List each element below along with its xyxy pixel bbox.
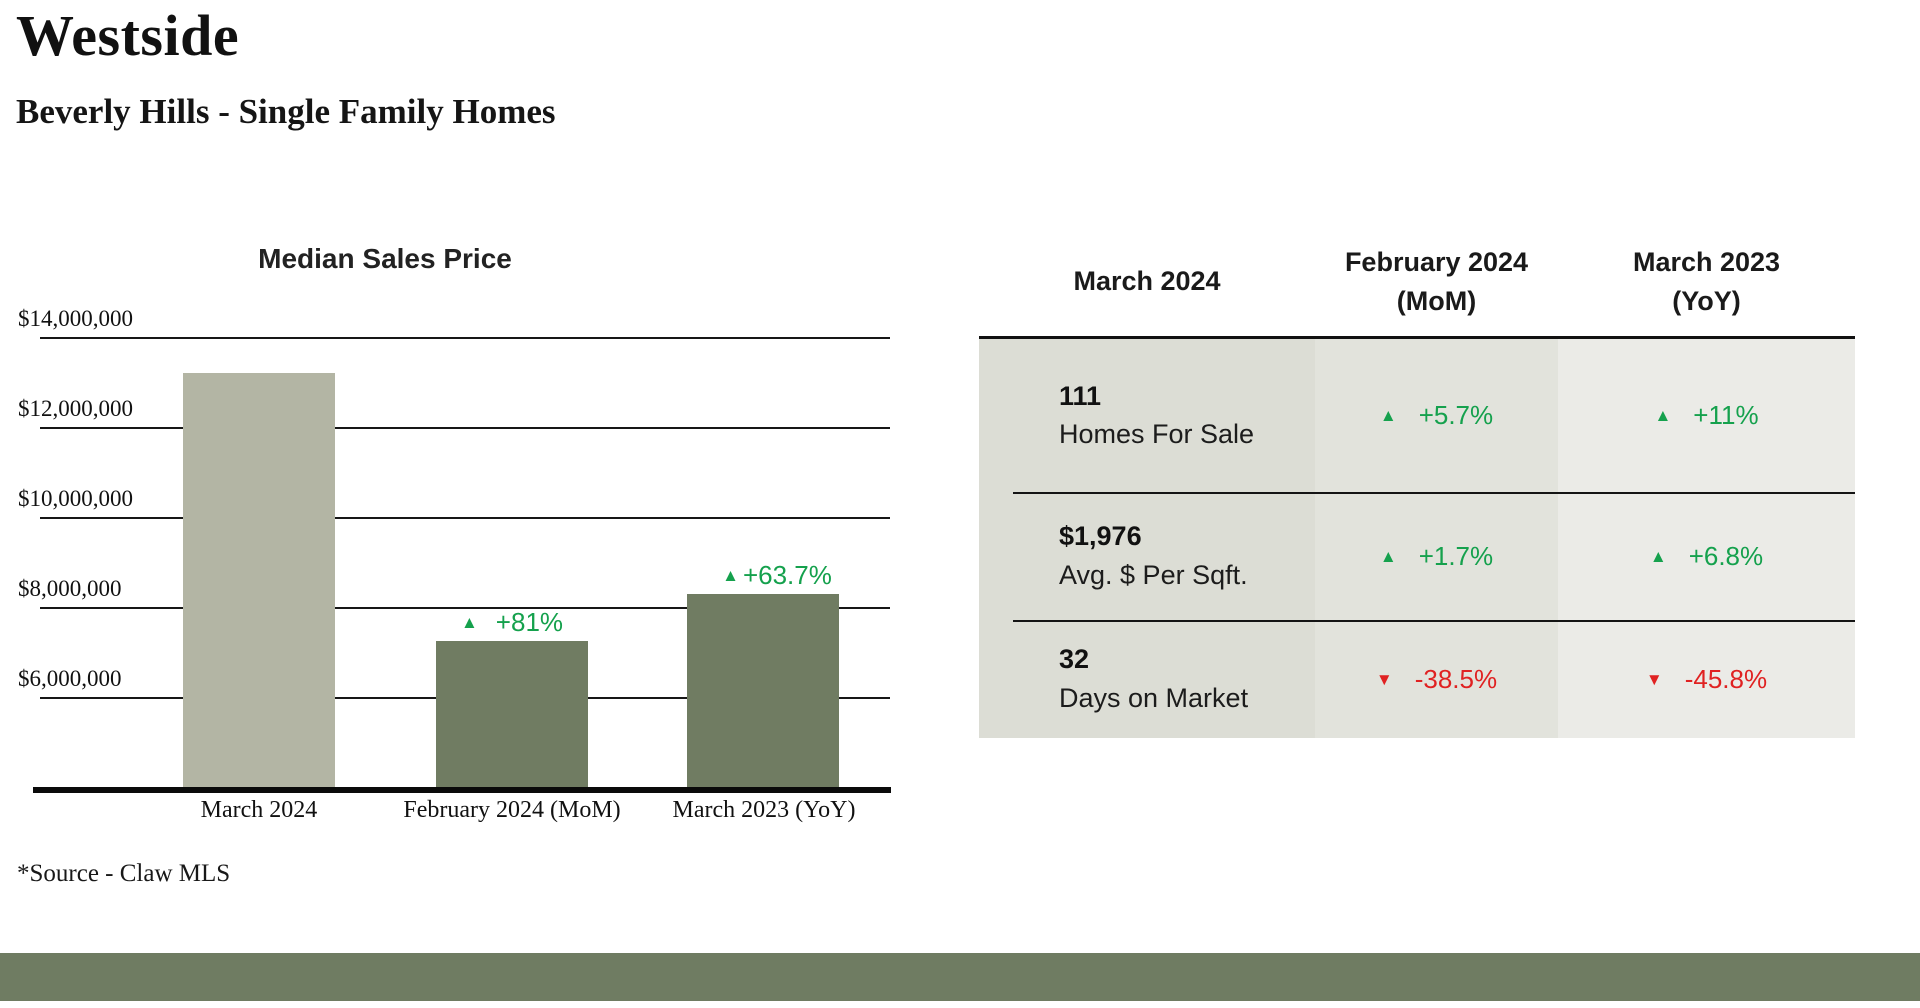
trend-value: +11%	[1693, 400, 1759, 430]
y-axis-tick-label: $10,000,000	[18, 486, 133, 511]
gridline	[40, 607, 890, 609]
trend-cell-yoy: ▲ +11%	[1558, 339, 1855, 492]
x-axis-label: February 2024 (MoM)	[403, 797, 621, 823]
y-axis-tick-label: $8,000,000	[18, 576, 122, 601]
source-note: *Source - Claw MLS	[17, 860, 231, 887]
annotation-text: +63.7%	[742, 559, 832, 590]
table-header-march-2023-yoy: March 2023 (YoY)	[1558, 228, 1855, 336]
header-line: (YoY)	[1672, 286, 1741, 316]
metric-label: Homes For Sale	[1059, 419, 1255, 449]
header-line: (MoM)	[1396, 286, 1477, 316]
trend-up-icon: ▲	[1649, 546, 1667, 566]
gridline	[40, 427, 890, 429]
bar-annotation-yoy: ▲ +63.7%	[657, 560, 897, 591]
bar-march-2024	[183, 373, 335, 787]
metric-value: 32	[1059, 644, 1090, 675]
metric-value: 111	[1059, 380, 1102, 411]
trend-value: -45.8%	[1684, 663, 1768, 694]
trend-up-icon: ▲	[722, 565, 739, 585]
stats-table: 111 Homes For Sale ▲ +5.7% ▲ +11% $1,976…	[979, 339, 1855, 738]
bar-february-2024	[436, 640, 588, 787]
bar-annotation-mom: ▲ +81%	[392, 607, 632, 638]
footer-bar	[0, 953, 1920, 1001]
trend-cell-mom: ▼ -38.5%	[1315, 620, 1558, 738]
y-axis-tick-label: $6,000,000	[18, 666, 122, 691]
trend-value: +6.8%	[1688, 540, 1764, 571]
metric-value: $1,976	[1059, 521, 1142, 552]
trend-up-icon: ▲	[1654, 406, 1672, 425]
x-axis-baseline	[33, 787, 891, 793]
metric-label: Days on Market	[1059, 682, 1249, 713]
trend-up-icon: ▲	[1379, 406, 1397, 425]
trend-cell-mom: ▲ +5.7%	[1315, 339, 1558, 492]
table-header-february-2024-mom: February 2024 (MoM)	[1315, 228, 1558, 336]
y-axis-tick-label: $14,000,000	[18, 306, 133, 331]
table-header-divider	[979, 336, 1855, 339]
page-subtitle: Beverly Hills - Single Family Homes	[16, 92, 556, 131]
trend-down-icon: ▼	[1375, 669, 1393, 689]
table-header-march-2024: March 2024	[979, 228, 1315, 336]
metric-avg-price-per-sqft: $1,976 Avg. $ Per Sqft.	[979, 492, 1315, 620]
annotation-text: +81%	[495, 606, 564, 637]
x-axis-label: March 2023 (YoY)	[672, 797, 856, 823]
page-title: Westside	[16, 3, 240, 68]
table-row-divider	[1013, 620, 1855, 622]
metric-homes-for-sale: 111 Homes For Sale	[979, 339, 1315, 492]
gridline	[40, 337, 890, 339]
gridline	[40, 517, 890, 519]
y-axis-tick-label: $12,000,000	[18, 396, 133, 421]
bar-march-2023	[687, 593, 839, 787]
table-header-row: March 2024 February 2024 (MoM) March 202…	[979, 228, 1855, 336]
trend-value: +1.7%	[1418, 540, 1494, 571]
trend-up-icon: ▲	[460, 612, 478, 632]
table-row-divider	[1013, 492, 1855, 494]
trend-up-icon: ▲	[1379, 546, 1397, 566]
metric-label: Avg. $ Per Sqft.	[1059, 559, 1248, 590]
trend-cell-mom: ▲ +1.7%	[1315, 492, 1558, 620]
chart-title: Median Sales Price	[258, 243, 512, 274]
trend-down-icon: ▼	[1645, 669, 1663, 689]
trend-value: +5.7%	[1418, 400, 1494, 430]
trend-value: -38.5%	[1414, 663, 1498, 694]
metric-days-on-market: 32 Days on Market	[979, 620, 1315, 738]
header-line: March 2023	[1632, 246, 1781, 277]
x-axis-label: March 2024	[200, 797, 318, 823]
trend-cell-yoy: ▲ +6.8%	[1558, 492, 1855, 620]
header-line: February 2024	[1344, 246, 1529, 277]
header-line: March 2024	[1073, 266, 1221, 297]
trend-cell-yoy: ▼ -45.8%	[1558, 620, 1855, 738]
